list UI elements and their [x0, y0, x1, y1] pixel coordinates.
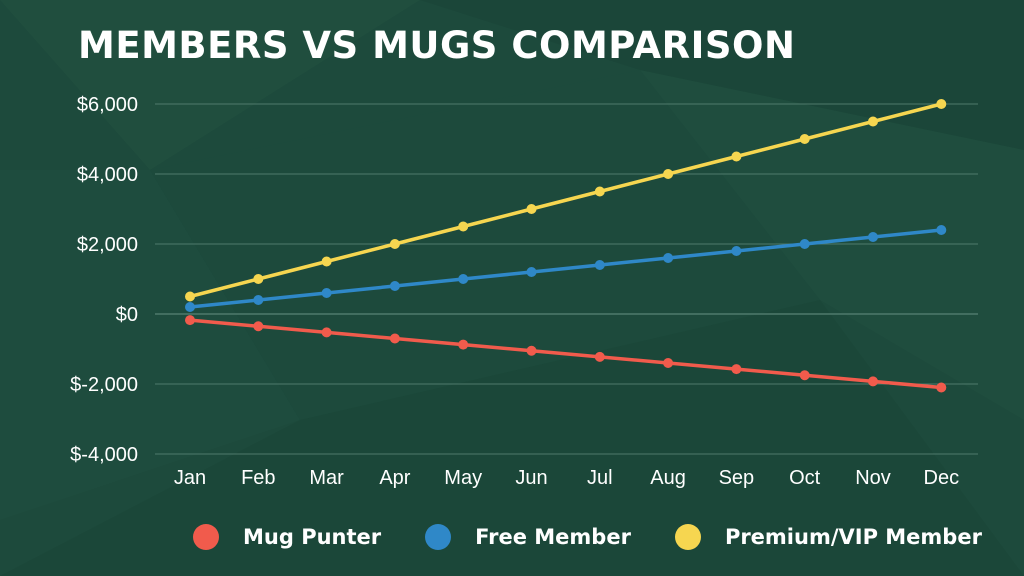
- data-point-mug-punter[interactable]: [663, 358, 674, 368]
- legend-item-premium-vip-member[interactable]: Premium/VIP Member: [674, 524, 982, 550]
- x-tick-label: Apr: [379, 467, 410, 489]
- data-point-premium-vip-member[interactable]: [799, 134, 810, 144]
- data-point-premium-vip-member[interactable]: [389, 239, 400, 249]
- data-point-premium-vip-member[interactable]: [936, 99, 947, 109]
- legend-item-free-member[interactable]: Free Member: [425, 524, 631, 550]
- legend-item-mug-punter[interactable]: Mug Punter: [193, 524, 381, 550]
- data-point-mug-punter[interactable]: [526, 345, 537, 356]
- y-tick-label: $4,000: [77, 164, 138, 186]
- series-line-premium-vip-member: [188, 102, 944, 299]
- data-point-premium-vip-member[interactable]: [185, 291, 195, 302]
- y-tick-label: $2,000: [77, 234, 138, 256]
- x-tick-label: Sep: [719, 467, 755, 489]
- data-point-free-member[interactable]: [663, 253, 674, 263]
- data-point-premium-vip-member[interactable]: [663, 169, 674, 179]
- data-point-free-member[interactable]: [731, 246, 742, 256]
- legend-marker-mug-punter: [193, 524, 219, 550]
- data-point-mug-punter[interactable]: [185, 315, 195, 326]
- x-axis-tick-labels: Jan Feb Mar Apr May Jun Jul Aug Sep Oct Nov Dec: [174, 467, 959, 489]
- chart-title: MEMBERS VS MUGS COMPARISON: [78, 24, 796, 67]
- x-tick-label: Oct: [789, 467, 821, 489]
- data-point-premium-vip-member[interactable]: [458, 221, 469, 232]
- series-lines: [185, 99, 947, 393]
- data-point-mug-punter[interactable]: [389, 333, 400, 344]
- y-tick-label: $-2,000: [70, 374, 138, 396]
- data-point-free-member[interactable]: [936, 225, 947, 235]
- legend-label-mug-punter: Mug Punter: [243, 525, 382, 549]
- x-tick-label: Mar: [309, 467, 344, 489]
- data-point-free-member[interactable]: [253, 295, 264, 305]
- data-point-mug-punter[interactable]: [799, 370, 810, 381]
- data-point-free-member[interactable]: [321, 288, 332, 298]
- legend-marker-free-member: [425, 524, 452, 550]
- y-tick-label: $-4,000: [70, 444, 138, 466]
- data-point-mug-punter[interactable]: [868, 376, 878, 387]
- data-point-free-member[interactable]: [868, 232, 878, 242]
- data-point-mug-punter[interactable]: [594, 351, 605, 362]
- x-tick-label: May: [444, 467, 482, 489]
- legend-label-premium-vip-member: Premium/VIP Member: [724, 525, 982, 549]
- gridlines: [155, 103, 978, 455]
- y-tick-label: $6,000: [77, 94, 138, 116]
- x-tick-label: Feb: [241, 467, 275, 489]
- data-point-premium-vip-member[interactable]: [253, 274, 264, 284]
- x-tick-label: Jun: [515, 467, 547, 489]
- x-tick-label: Aug: [650, 467, 686, 489]
- x-tick-label: Jan: [174, 467, 206, 489]
- series-line-free-member: [188, 228, 944, 309]
- legend: Mug Punter Free Member Premium/VIP Membe…: [193, 520, 982, 554]
- data-point-free-member[interactable]: [458, 274, 469, 284]
- data-point-mug-punter[interactable]: [731, 364, 742, 375]
- data-point-free-member[interactable]: [526, 267, 537, 277]
- data-point-mug-punter[interactable]: [253, 321, 264, 332]
- y-axis-tick-labels: $6,000 $4,000 $2,000 $0 $-2,000 $-4,000: [70, 94, 138, 466]
- x-tick-label: Jul: [587, 467, 613, 489]
- series-line-mug-punter: [188, 318, 944, 390]
- x-tick-label: Dec: [924, 467, 960, 489]
- data-point-premium-vip-member[interactable]: [526, 204, 537, 214]
- data-point-mug-punter[interactable]: [936, 382, 947, 393]
- data-point-mug-punter[interactable]: [321, 327, 332, 338]
- data-point-premium-vip-member[interactable]: [321, 256, 332, 267]
- data-point-free-member[interactable]: [185, 302, 195, 312]
- data-point-free-member[interactable]: [594, 260, 605, 270]
- legend-marker-premium-vip-member: [674, 524, 701, 550]
- y-tick-label: $0: [116, 304, 138, 326]
- data-point-premium-vip-member[interactable]: [731, 151, 742, 162]
- data-point-mug-punter[interactable]: [458, 339, 469, 350]
- data-point-free-member[interactable]: [389, 281, 400, 291]
- data-point-premium-vip-member[interactable]: [594, 186, 605, 197]
- legend-label-free-member: Free Member: [475, 525, 631, 549]
- data-point-free-member[interactable]: [799, 239, 810, 249]
- x-tick-label: Nov: [855, 467, 891, 489]
- data-point-premium-vip-member[interactable]: [868, 116, 878, 127]
